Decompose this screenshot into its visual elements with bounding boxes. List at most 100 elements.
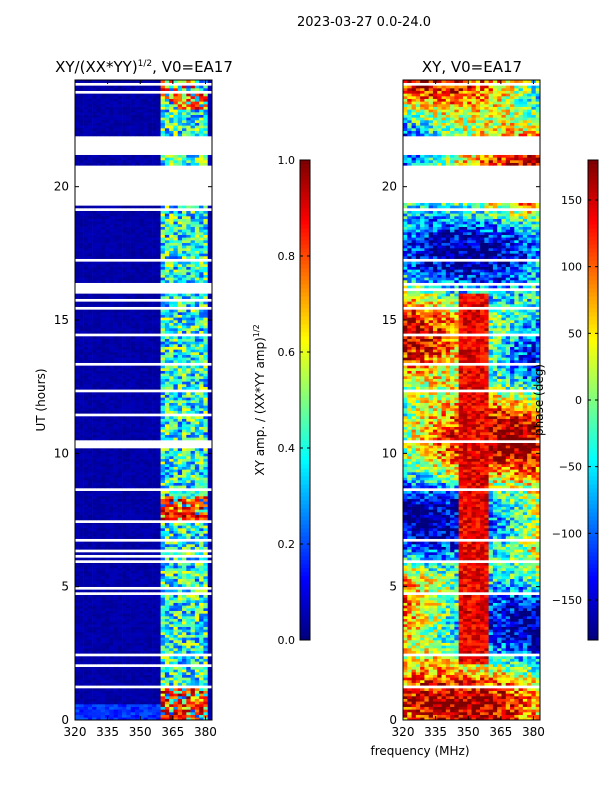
heatmap-cell xyxy=(113,357,119,361)
heatmap-cell xyxy=(109,245,114,249)
heatmap-cell xyxy=(126,581,131,585)
heatmap-cell xyxy=(130,621,136,625)
heatmap-cell xyxy=(199,328,204,331)
heatmap-cell xyxy=(156,568,161,571)
heatmap-cell xyxy=(199,672,204,675)
heatmap-cell xyxy=(160,600,166,603)
heatmap-cell xyxy=(152,706,157,710)
heatmap-cell xyxy=(207,312,213,315)
heatmap-cell xyxy=(87,557,93,561)
heatmap-cell xyxy=(134,629,140,633)
heatmap-cell xyxy=(83,274,89,278)
heatmap-cell xyxy=(83,536,89,539)
heatmap-cell xyxy=(147,322,153,326)
heatmap-cell xyxy=(186,541,191,545)
heatmap-cell xyxy=(75,384,80,387)
heatmap-cell xyxy=(177,506,183,510)
heatmap-cell xyxy=(207,581,213,585)
heatmap-cell xyxy=(126,629,131,633)
heatmap-cell xyxy=(100,360,106,363)
heatmap-cell xyxy=(134,626,140,630)
heatmap-cell xyxy=(182,680,187,683)
heatmap-cell xyxy=(143,581,149,585)
heatmap-cell xyxy=(203,634,209,638)
heatmap-cell xyxy=(199,584,204,587)
heatmap-cell xyxy=(152,600,157,603)
heatmap-cell xyxy=(113,600,119,603)
heatmap-cell xyxy=(194,602,200,606)
heatmap-cell xyxy=(182,546,187,550)
heatmap-cell xyxy=(177,712,183,715)
heatmap-cell xyxy=(96,501,101,505)
heatmap-cell xyxy=(92,621,97,625)
heatmap-cell xyxy=(126,530,131,534)
heatmap-cell xyxy=(96,320,101,323)
heatmap-cell xyxy=(126,650,131,654)
heatmap-cell xyxy=(139,490,144,494)
heatmap-cell xyxy=(109,293,114,297)
heatmap-cell xyxy=(190,325,196,329)
heatmap-cell xyxy=(83,418,89,422)
heatmap-cell xyxy=(134,602,140,606)
heatmap-cell xyxy=(160,696,166,699)
heatmap-cell xyxy=(177,666,183,670)
heatmap-cell xyxy=(79,672,84,675)
heatmap-cell xyxy=(152,584,157,587)
heatmap-cell xyxy=(164,517,170,521)
heatmap-cell xyxy=(152,613,157,617)
heatmap-cell xyxy=(122,506,127,510)
heatmap-cell xyxy=(122,656,127,659)
heatmap-cell xyxy=(186,522,191,526)
heatmap-cell xyxy=(199,610,204,614)
heatmap-cell xyxy=(75,632,80,635)
heatmap-cell xyxy=(156,498,161,502)
heatmap-cell xyxy=(152,666,157,670)
heatmap-cell xyxy=(92,498,97,502)
heatmap-cell xyxy=(134,453,140,457)
heatmap-cell xyxy=(207,672,213,675)
heatmap-cell xyxy=(147,485,153,489)
heatmap-cell xyxy=(160,528,166,531)
heatmap-cell xyxy=(203,472,209,475)
heatmap-cell xyxy=(182,496,187,499)
heatmap-cell xyxy=(87,426,93,430)
heatmap-cell xyxy=(147,373,153,377)
heatmap-cell xyxy=(87,517,93,521)
heatmap-cell xyxy=(109,642,114,646)
heatmap-cell xyxy=(104,330,110,334)
heatmap-cell xyxy=(83,365,89,369)
heatmap-cell xyxy=(100,605,106,609)
heatmap-cell xyxy=(194,642,200,646)
heatmap-cell xyxy=(79,360,84,363)
heatmap-cell xyxy=(96,272,101,275)
heatmap-cell xyxy=(130,632,136,635)
heatmap-cell xyxy=(203,437,209,441)
heatmap-cell xyxy=(169,373,174,377)
heatmap-cell xyxy=(134,533,140,537)
heatmap-cell xyxy=(117,370,123,374)
heatmap-cell xyxy=(139,658,144,662)
heatmap-cell xyxy=(143,432,149,435)
heatmap-cell xyxy=(173,312,179,315)
heatmap-cell xyxy=(207,688,213,691)
heatmap-cell xyxy=(96,373,101,377)
heatmap-cell xyxy=(147,608,153,611)
heatmap-cell xyxy=(173,344,179,347)
heatmap-cell xyxy=(173,562,179,566)
heatmap-cell xyxy=(75,504,80,507)
heatmap-cell xyxy=(199,458,204,462)
heatmap-cell xyxy=(109,330,114,334)
heatmap-cell xyxy=(79,240,84,243)
heatmap-cell xyxy=(177,482,183,486)
heatmap-cell xyxy=(92,701,97,705)
heatmap-cell xyxy=(134,322,140,326)
heatmap-cell xyxy=(156,261,161,265)
heatmap-cell xyxy=(113,426,119,430)
heatmap-cell xyxy=(139,405,144,409)
heatmap-cell xyxy=(160,690,166,694)
heatmap-cell xyxy=(203,493,209,497)
heatmap-cell xyxy=(152,450,157,454)
heatmap-cell xyxy=(207,424,213,427)
heatmap-cell xyxy=(134,434,140,438)
